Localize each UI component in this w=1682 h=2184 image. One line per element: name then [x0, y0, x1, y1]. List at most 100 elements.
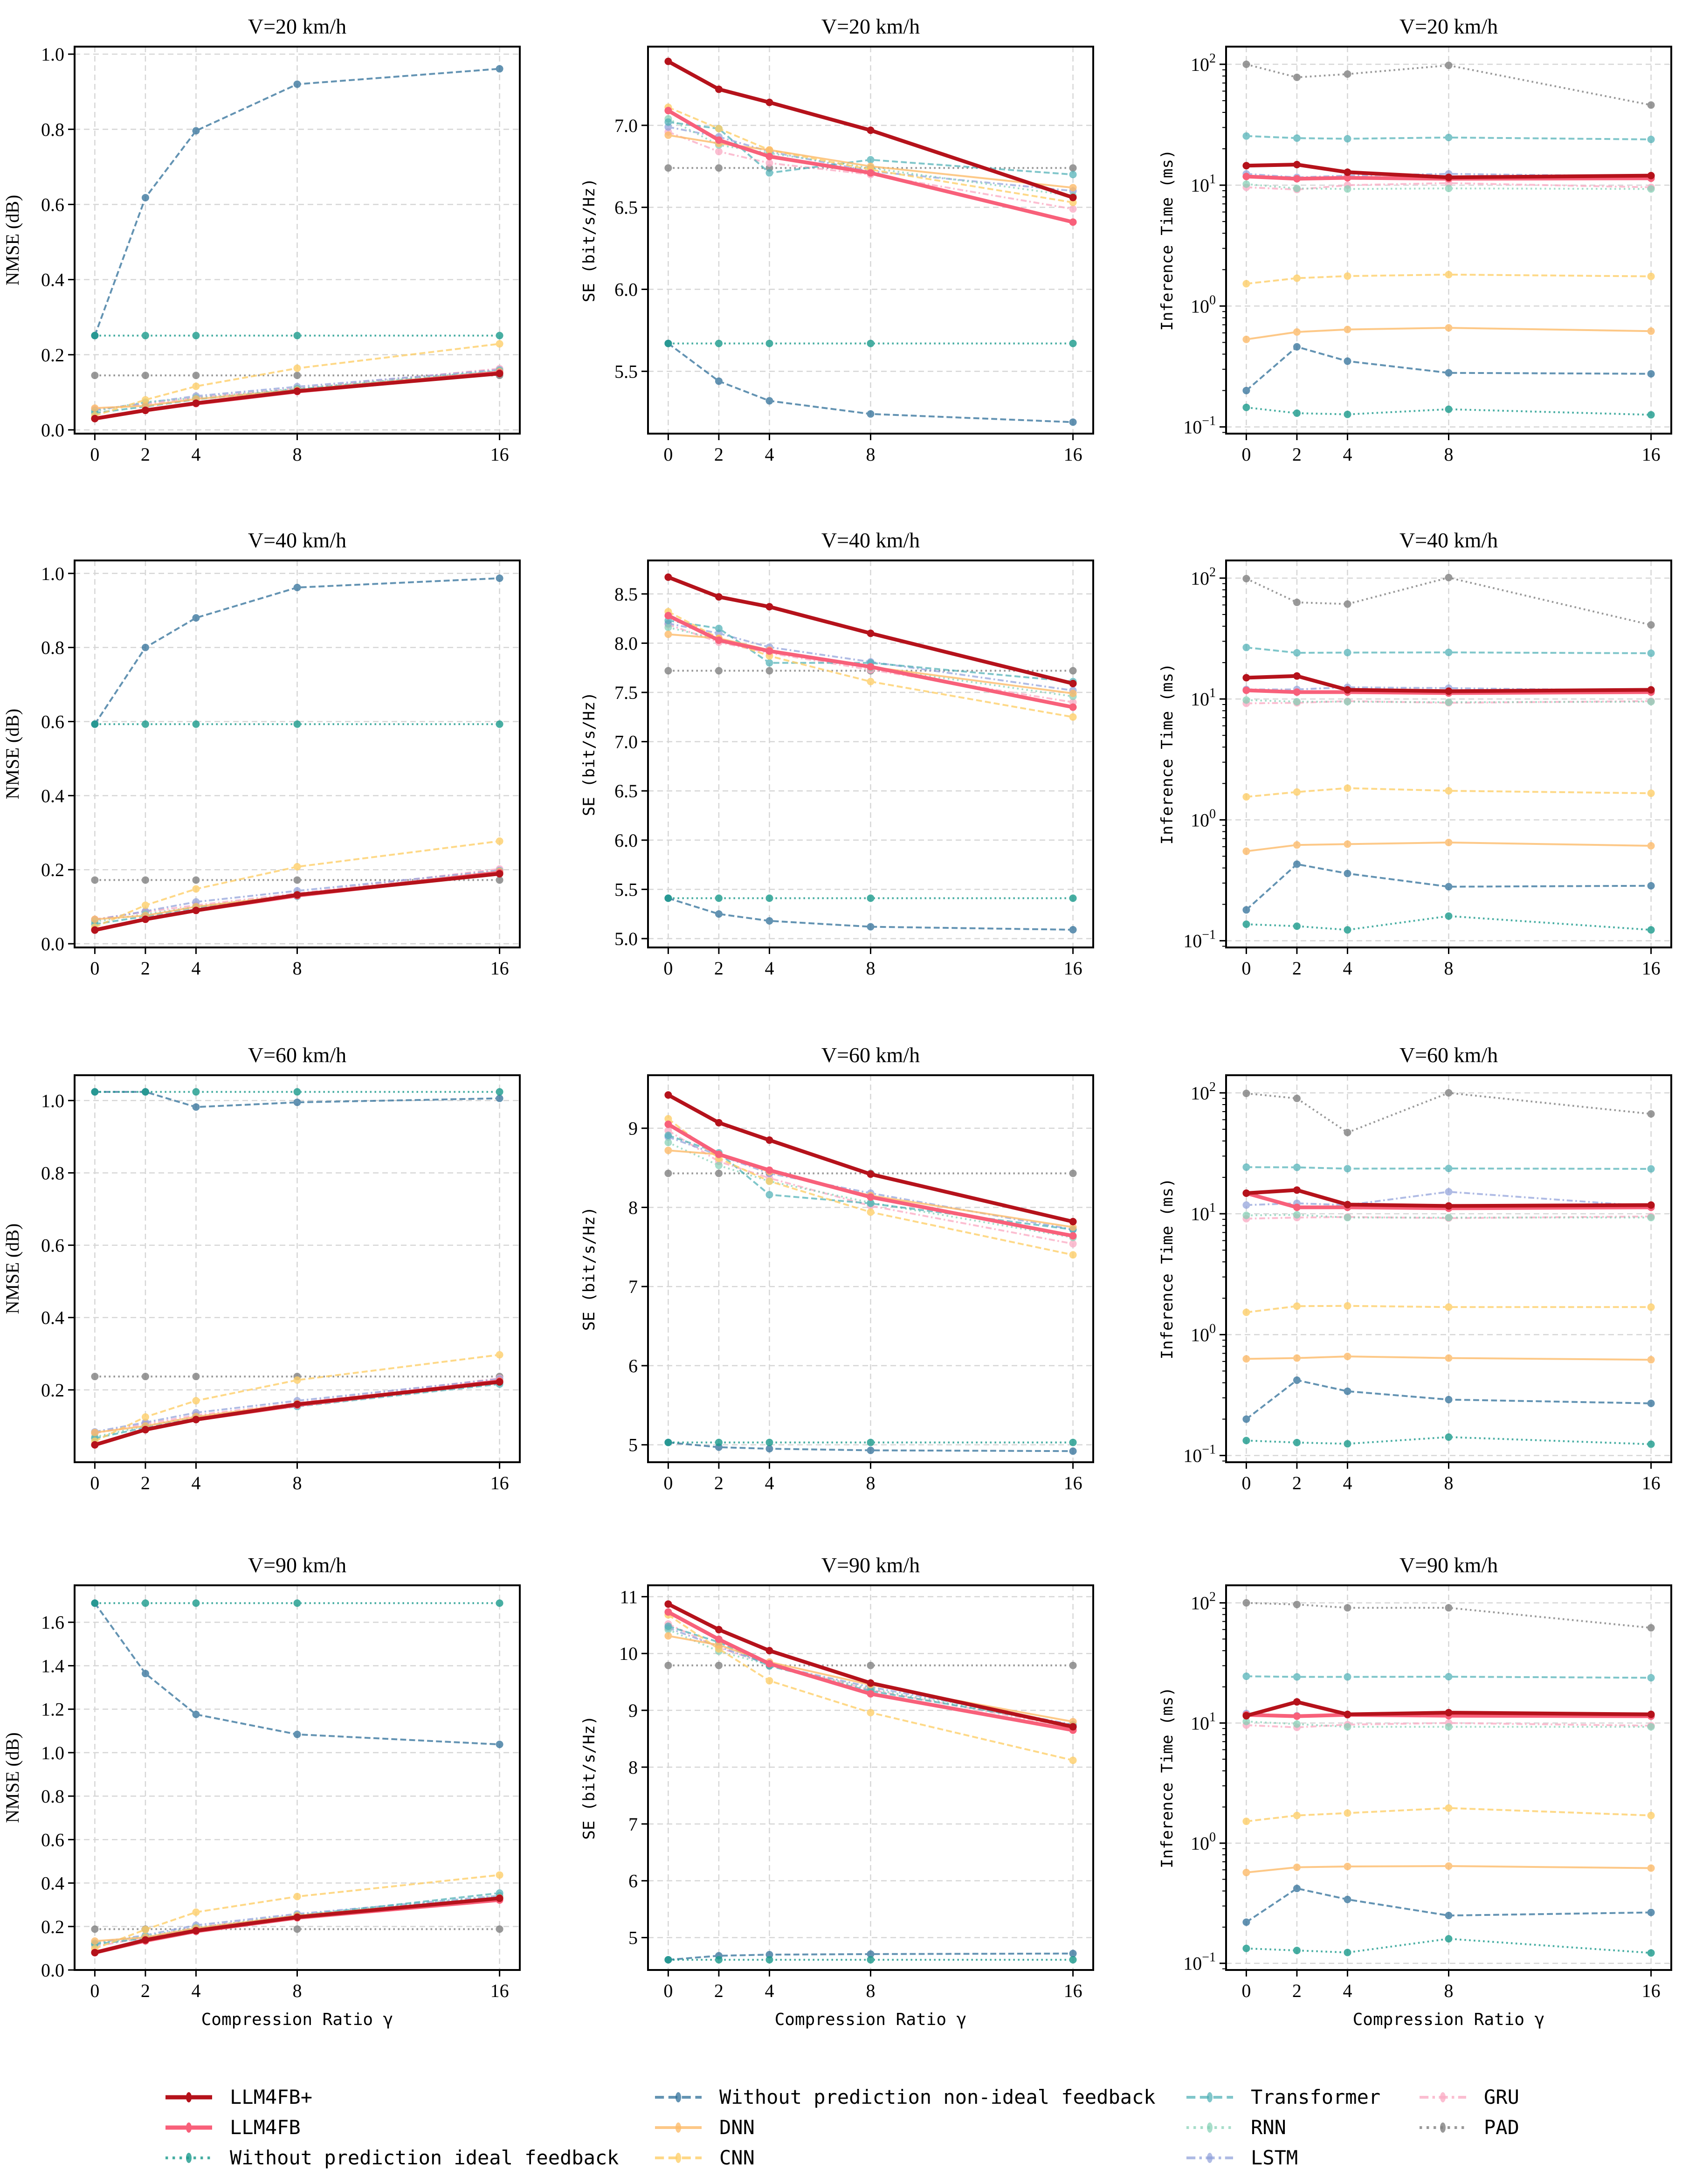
series-group — [1242, 574, 1655, 934]
data-point — [1647, 842, 1655, 850]
data-point — [293, 1599, 301, 1607]
data-point — [664, 1600, 672, 1608]
subplot-v-40-km-h-nmse: V=40 km/h 0 2 4 8 16 0.0 0.2 0.4 0.6 0.8 1.0 NMSE (d… — [2, 528, 521, 979]
legend-marker — [1440, 2122, 1446, 2133]
data-point — [91, 915, 99, 923]
data-point — [1647, 1399, 1655, 1407]
data-point — [715, 1641, 723, 1649]
x-tick-label: 16 — [1064, 1472, 1082, 1493]
data-point — [1647, 185, 1655, 193]
series-pad — [1242, 1089, 1655, 1136]
data-point — [91, 415, 99, 422]
subplot-title: V=60 km/h — [821, 1043, 920, 1067]
data-point — [1647, 1674, 1655, 1682]
data-point — [1069, 1223, 1077, 1231]
data-point — [1293, 1698, 1301, 1706]
data-point — [867, 1950, 875, 1958]
data-point — [1293, 1673, 1301, 1681]
data-point — [496, 1925, 503, 1933]
series-line — [1246, 1214, 1651, 1219]
data-point — [1293, 1712, 1301, 1720]
subplot-title: V=90 km/h — [821, 1553, 920, 1577]
data-point — [1293, 860, 1301, 868]
y-tick-label: 0.6 — [41, 1829, 64, 1850]
data-point — [867, 894, 875, 902]
y-tick-label: 5.0 — [614, 928, 638, 949]
data-point — [1242, 793, 1250, 801]
y-axis-label: NMSE (dB) — [2, 1732, 23, 1823]
x-tick-label: 0 — [90, 1472, 99, 1493]
subplot-title: V=60 km/h — [248, 1043, 346, 1067]
x-tick-label: 4 — [1343, 1980, 1352, 2001]
data-point — [1242, 162, 1250, 170]
data-point — [664, 1608, 672, 1616]
data-point — [496, 870, 503, 878]
y-tick-label: 6.5 — [614, 197, 638, 218]
data-point — [1069, 1438, 1077, 1446]
data-point — [664, 1147, 672, 1154]
data-point — [1445, 1912, 1453, 1920]
data-point — [1293, 175, 1301, 183]
x-tick-label: 16 — [1064, 1980, 1082, 2001]
data-point — [141, 915, 149, 923]
data-point — [1293, 1885, 1301, 1893]
data-point — [91, 332, 99, 339]
data-point — [1293, 1211, 1301, 1219]
subplot-title: V=40 km/h — [1399, 528, 1498, 552]
data-point — [1344, 1895, 1351, 1903]
x-tick-label: 0 — [663, 1472, 673, 1493]
data-point — [1344, 1710, 1351, 1718]
data-point — [192, 1103, 200, 1111]
data-point — [1293, 922, 1301, 930]
series-group — [664, 573, 1077, 933]
data-point — [1242, 60, 1250, 68]
data-point — [1647, 1864, 1655, 1872]
data-point — [1445, 574, 1453, 581]
data-point — [496, 332, 503, 339]
data-point — [1445, 1723, 1453, 1731]
series-group — [664, 1091, 1077, 1455]
data-point — [1069, 1756, 1077, 1764]
data-point — [1242, 1718, 1250, 1726]
data-point — [1647, 101, 1655, 109]
data-point — [1647, 370, 1655, 378]
data-point — [1242, 1189, 1250, 1197]
y-tick-label: 102 — [1191, 1080, 1216, 1104]
y-tick-label: 101 — [1191, 686, 1216, 710]
data-point — [192, 382, 200, 390]
data-point — [496, 1599, 503, 1607]
data-point — [192, 906, 200, 914]
series-pad — [1242, 60, 1655, 109]
data-point — [1293, 274, 1301, 282]
y-tick-label: 8 — [628, 1197, 638, 1218]
data-point — [1293, 688, 1301, 696]
data-point — [765, 169, 773, 177]
series-group — [664, 57, 1077, 426]
data-point — [1344, 784, 1351, 792]
series-dnn — [1242, 1353, 1655, 1364]
data-point — [192, 1927, 200, 1935]
legend-label: DNN — [719, 2116, 755, 2139]
series-group — [1242, 1599, 1655, 1957]
series-cnn — [1242, 784, 1655, 801]
data-point — [496, 1378, 503, 1386]
y-tick-label: 6.0 — [614, 279, 638, 300]
y-tick-label: 0.2 — [41, 345, 64, 366]
data-point — [765, 146, 773, 154]
series-group — [91, 1088, 503, 1449]
axes-frame — [647, 46, 1094, 435]
data-point — [1242, 1090, 1250, 1098]
data-point — [1069, 218, 1077, 226]
data-point — [1242, 1355, 1250, 1363]
data-point — [867, 677, 875, 685]
data-point — [496, 1351, 503, 1359]
y-tick-label: 0.2 — [41, 1916, 64, 1937]
data-point — [192, 1397, 200, 1405]
data-point — [1242, 1415, 1250, 1423]
data-point — [765, 1136, 773, 1144]
data-point — [867, 410, 875, 418]
y-tick-label: 102 — [1191, 1590, 1216, 1614]
data-point — [1069, 667, 1077, 675]
x-tick-label: 2 — [1292, 444, 1302, 465]
